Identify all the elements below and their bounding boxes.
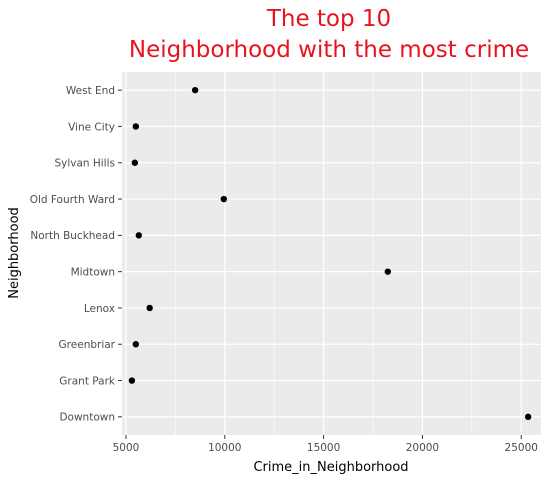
y-axis-ticks: West End Vine City Sylvan Hills Old Fourth …	[30, 85, 122, 424]
data-point	[132, 160, 138, 166]
y-tick-label: Downtown	[59, 412, 115, 424]
x-axis-ticks: 5000 10000 15000 20000 25000	[113, 435, 538, 454]
y-tick-label: West End	[66, 85, 115, 97]
y-tick-label: Lenox	[84, 303, 115, 315]
x-tick-label: 20000	[406, 442, 439, 454]
y-tick-label: Sylvan Hills	[54, 158, 115, 170]
chart-title-line-1: The top 10	[266, 6, 391, 32]
chart-title-line-2: Neighborhood with the most crime	[129, 37, 529, 63]
y-tick-label: North Buckhead	[30, 230, 115, 242]
y-tick-label: Grant Park	[59, 375, 116, 387]
data-point	[525, 414, 531, 420]
x-tick-label: 15000	[307, 442, 340, 454]
data-point	[133, 341, 139, 347]
data-point	[221, 196, 227, 202]
y-tick-label: Midtown	[71, 266, 115, 278]
data-point	[136, 232, 142, 238]
x-tick-label: 25000	[505, 442, 538, 454]
x-tick-label: 5000	[113, 442, 140, 454]
y-tick-label: Old Fourth Ward	[30, 194, 115, 206]
data-point	[129, 377, 135, 383]
y-tick-label: Greenbriar	[59, 339, 116, 351]
x-axis-title: Crime_in_Neighborhood	[253, 460, 408, 475]
data-point	[385, 268, 391, 274]
y-axis-title: Neighborhood	[7, 207, 22, 299]
data-point	[146, 305, 152, 311]
y-tick-label: Vine City	[68, 121, 115, 133]
data-point	[133, 123, 139, 129]
data-point	[192, 87, 198, 93]
x-tick-label: 10000	[208, 442, 241, 454]
